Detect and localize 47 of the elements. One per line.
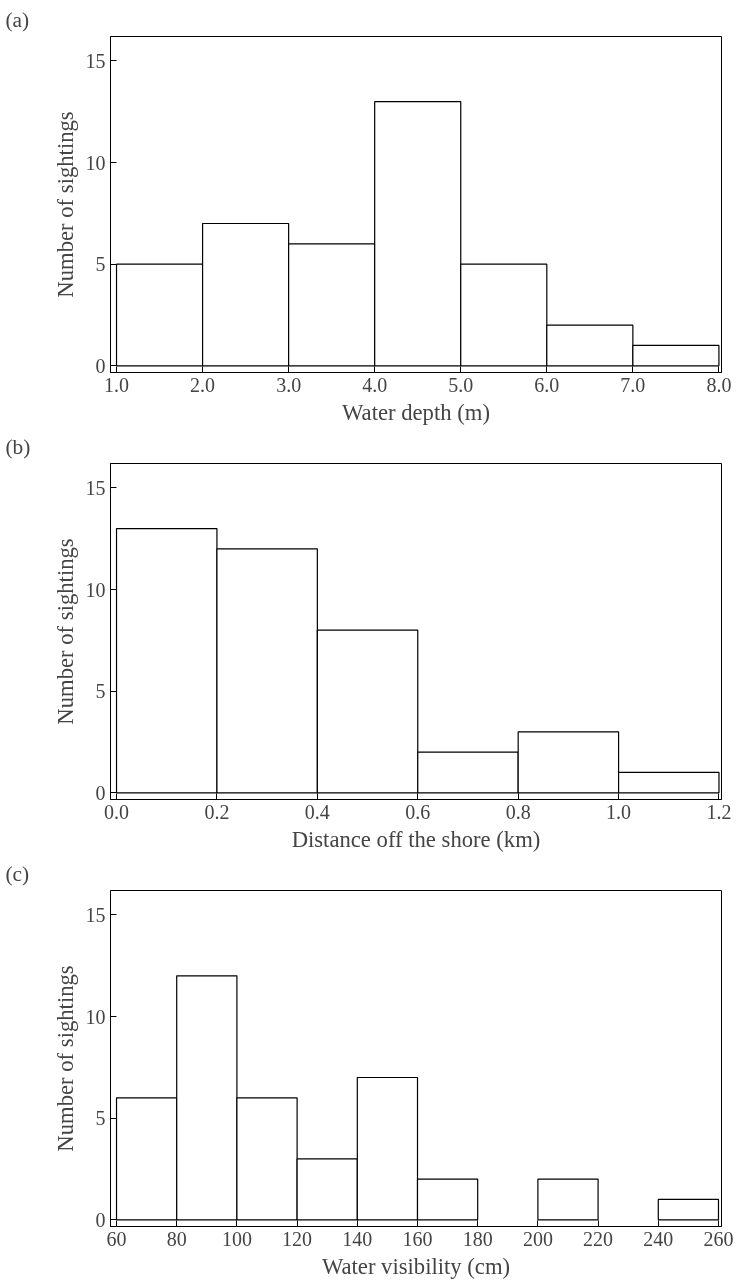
x-axis-title: Water visibility (cm) bbox=[321, 1253, 511, 1279]
x-tick-label: 2.0 bbox=[190, 373, 216, 396]
text: (b) bbox=[5, 434, 31, 459]
text: (c) bbox=[5, 861, 30, 886]
y-tick-label: 0 bbox=[95, 1208, 106, 1231]
x-tick-label: 0.2 bbox=[204, 800, 230, 823]
x-tick-label: 160 bbox=[402, 1227, 433, 1250]
x-axis-title: Water depth (m) bbox=[342, 399, 490, 425]
x-tick-label: 1.0 bbox=[104, 373, 130, 396]
x-tick-label: 8.0 bbox=[706, 373, 732, 396]
x-tick-label: 220 bbox=[583, 1227, 614, 1250]
x-tick-label: 120 bbox=[282, 1227, 313, 1250]
y-axis-title: Number of sightings bbox=[52, 965, 78, 1152]
x-tick-label: 0.8 bbox=[505, 800, 531, 823]
x-tick-label: 200 bbox=[522, 1227, 553, 1250]
x-tick-label: 260 bbox=[703, 1227, 734, 1250]
y-tick-label: 0 bbox=[95, 354, 106, 377]
y-axis-title: Number of sightings bbox=[52, 538, 78, 725]
y-tick-label: 5 bbox=[95, 253, 106, 276]
x-axis-title: Distance off the shore (km) bbox=[291, 826, 541, 852]
text: (a) bbox=[5, 7, 30, 32]
y-tick-label: 5 bbox=[95, 680, 106, 703]
x-tick-label: 4.0 bbox=[362, 373, 388, 396]
y-tick-label: 5 bbox=[95, 1107, 106, 1130]
y-tick-label: 15 bbox=[85, 903, 106, 926]
x-tick-label: 60 bbox=[106, 1227, 127, 1250]
x-tick-label: 0.4 bbox=[304, 800, 330, 823]
x-tick-label: 3.0 bbox=[276, 373, 302, 396]
x-tick-label: 1.2 bbox=[706, 800, 732, 823]
y-tick-label: 10 bbox=[85, 1005, 106, 1028]
y-tick-label: 15 bbox=[85, 49, 106, 72]
x-tick-label: 100 bbox=[221, 1227, 252, 1250]
y-tick-label: 15 bbox=[85, 476, 106, 499]
x-tick-label: 140 bbox=[342, 1227, 373, 1250]
x-tick-label: 80 bbox=[166, 1227, 187, 1250]
x-tick-label: 0.0 bbox=[104, 800, 130, 823]
x-tick-label: 6.0 bbox=[534, 373, 560, 396]
x-tick-label: 0.6 bbox=[405, 800, 431, 823]
y-tick-label: 10 bbox=[85, 578, 106, 601]
x-tick-label: 180 bbox=[462, 1227, 493, 1250]
x-tick-label: 5.0 bbox=[448, 373, 474, 396]
x-tick-label: 240 bbox=[643, 1227, 674, 1250]
y-tick-label: 0 bbox=[95, 781, 106, 804]
y-axis-title: Number of sightings bbox=[52, 111, 78, 298]
x-tick-label: 7.0 bbox=[620, 373, 646, 396]
x-tick-label: 1.0 bbox=[606, 800, 632, 823]
y-tick-label: 10 bbox=[85, 151, 106, 174]
